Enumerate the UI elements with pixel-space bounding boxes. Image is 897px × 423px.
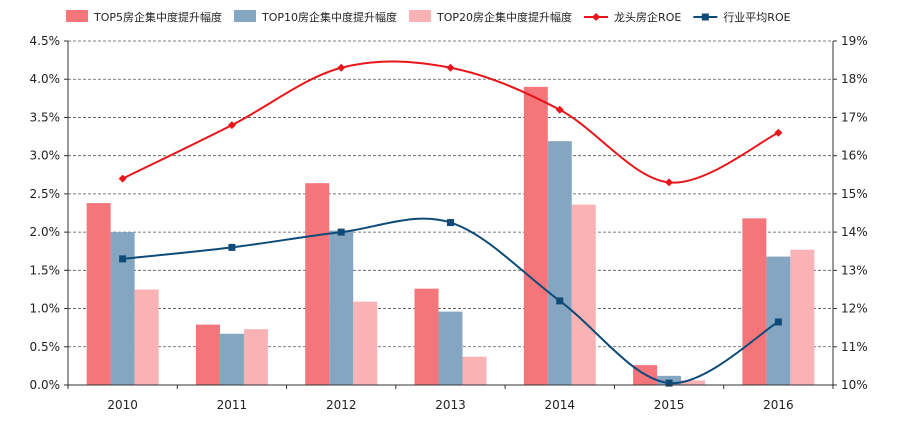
legend-swatch <box>66 10 88 22</box>
legend-label: 龙头房企ROE <box>614 10 681 24</box>
y-right-tick-label: 18% <box>841 72 868 86</box>
y-left-tick-label: 0.0% <box>30 378 61 392</box>
y-right-tick-label: 19% <box>841 34 868 48</box>
series-line <box>122 60 779 184</box>
bar <box>243 329 268 385</box>
line-point <box>447 219 454 227</box>
line-point <box>337 228 345 236</box>
line-point <box>665 178 674 187</box>
bar <box>790 249 815 385</box>
x-tick-label: 2012 <box>326 398 357 412</box>
y-right-tick-label: 10% <box>841 378 868 392</box>
line-point <box>774 128 783 137</box>
line-point <box>227 121 236 130</box>
line-point <box>118 174 127 183</box>
y-left-tick-label: 0.5% <box>30 340 61 354</box>
bar <box>547 141 572 385</box>
y-left-tick-label: 1.5% <box>30 263 61 277</box>
bar <box>219 333 244 385</box>
axes: 0.0% 0.5% 1.0% 1.5% 2.0% 2.5% 3.0% 3.5% 4.0% 4.5%… <box>30 34 868 412</box>
bar <box>438 311 463 385</box>
bar <box>681 380 706 385</box>
y-left-tick-label: 4.0% <box>30 72 61 86</box>
bar <box>329 230 354 385</box>
y-right-tick-label: 14% <box>841 225 868 239</box>
x-tick-label: 2013 <box>435 398 466 412</box>
line-point <box>446 63 455 72</box>
y-right-tick-label: 17% <box>841 110 868 124</box>
legend: TOP5房企集中度提升幅度 TOP10房企集中度提升幅度 TOP20房企集中度提升幅… <box>66 10 791 24</box>
legend-item: TOP20房企集中度提升幅度 <box>409 10 572 24</box>
x-tick-label: 2011 <box>217 398 248 412</box>
bar <box>742 218 767 385</box>
y-left-tick-label: 3.5% <box>30 110 61 124</box>
y-right-tick-label: 11% <box>841 340 868 354</box>
bar <box>462 356 487 385</box>
y-left-tick-label: 3.0% <box>30 149 61 163</box>
bar <box>86 203 111 385</box>
bar <box>110 232 135 385</box>
legend-swatch <box>234 10 257 22</box>
x-tick-label: 2014 <box>545 398 576 412</box>
line-point <box>665 379 673 387</box>
legend-label: TOP10房企集中度提升幅度 <box>261 10 397 24</box>
y-left-tick-label: 1.0% <box>30 302 61 316</box>
line-point <box>119 255 127 263</box>
y-right-tick-label: 13% <box>841 263 868 277</box>
line-point <box>592 13 601 21</box>
bar <box>523 86 548 385</box>
y-right-tick-label: 12% <box>841 302 868 316</box>
line-point <box>774 318 782 326</box>
line-point <box>701 13 709 21</box>
bar <box>571 204 596 385</box>
grid <box>68 40 833 348</box>
legend-item: 龙头房企ROE <box>584 10 681 24</box>
y-right-tick-label: 15% <box>841 187 868 201</box>
legend-label: TOP5房企集中度提升幅度 <box>93 10 222 24</box>
y-right-tick-label: 16% <box>841 149 868 163</box>
y-left-tick-label: 2.5% <box>30 187 61 201</box>
legend-swatch <box>409 10 432 22</box>
x-tick-label: 2010 <box>107 398 138 412</box>
bar <box>353 301 378 385</box>
legend-label: TOP20房企集中度提升幅度 <box>436 10 572 24</box>
bar <box>414 288 439 385</box>
legend-item: TOP5房企集中度提升幅度 <box>66 10 222 24</box>
bars <box>86 86 815 385</box>
line-point <box>228 243 236 251</box>
line-point <box>556 297 564 305</box>
y-left-tick-label: 2.0% <box>30 225 61 239</box>
bar <box>134 289 159 385</box>
x-tick-label: 2015 <box>654 398 685 412</box>
y-left-tick-label: 4.5% <box>30 34 61 48</box>
legend-item: 行业平均ROE <box>693 11 791 24</box>
x-tick-label: 2016 <box>763 398 794 412</box>
bar <box>305 183 330 385</box>
bar <box>195 324 220 385</box>
legend-label: 行业平均ROE <box>723 11 790 24</box>
lines <box>118 60 783 387</box>
legend-item: TOP10房企集中度提升幅度 <box>234 10 397 24</box>
line-point <box>555 105 564 114</box>
line-point <box>337 63 346 72</box>
